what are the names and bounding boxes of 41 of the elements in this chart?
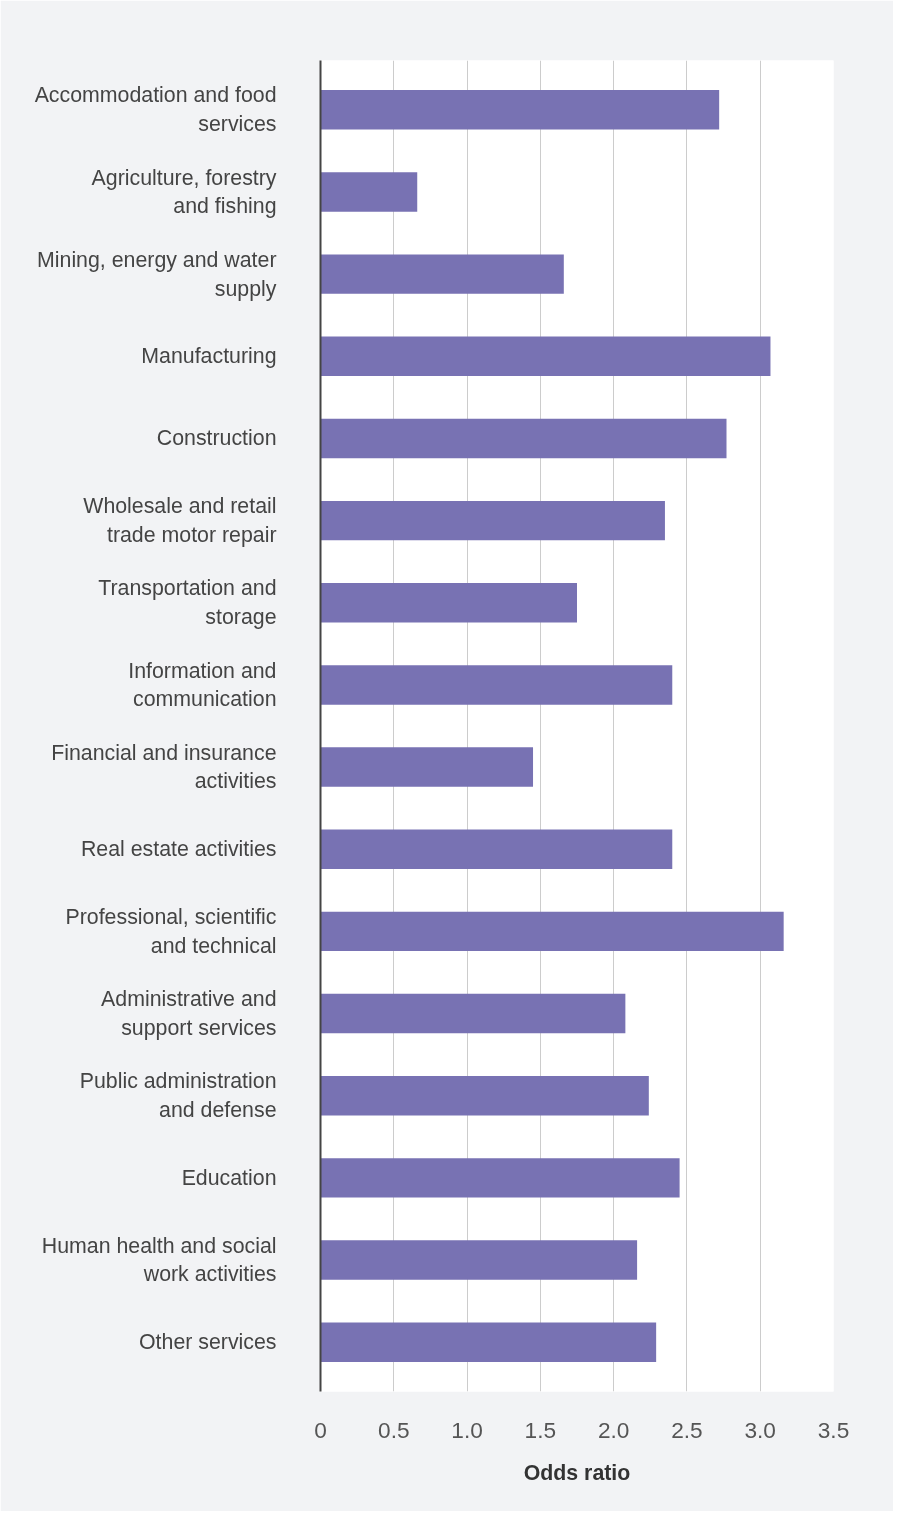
y-tick-label: Agriculture, forestry and fishing (91, 165, 277, 219)
bar (320, 1322, 657, 1362)
x-tick-label: 2.0 (597, 1416, 630, 1443)
y-tick-label: Transportation and storage (98, 576, 277, 630)
bar (320, 829, 673, 869)
y-tick-label: Financial and insurance activities (51, 740, 277, 794)
bar (320, 747, 534, 787)
bar (320, 1240, 638, 1280)
y-tick-label: Professional, scientific and technical (65, 905, 277, 958)
y-tick-label: Mining, energy and water supply (37, 247, 277, 301)
y-tick-label: Accommodation and food services (34, 83, 277, 137)
bar (320, 665, 673, 705)
bar (320, 993, 626, 1034)
y-tick-label: Manufacturing (141, 344, 277, 369)
bar (320, 911, 784, 952)
bar (320, 90, 720, 130)
y-tick-label: Human health and social work activities (41, 1233, 277, 1287)
x-tick-label: 3.0 (744, 1416, 776, 1443)
x-tick-label: 2.5 (671, 1416, 703, 1443)
bar (320, 500, 665, 541)
y-tick-label: Education (181, 1165, 277, 1190)
bar (320, 1076, 649, 1116)
y-tick-label: Wholesale and retail trade motor repair (83, 494, 277, 547)
y-tick-label: Public administration and defense (79, 1069, 277, 1123)
y-tick-label: Other services (139, 1330, 277, 1355)
x-tick-label: 3.5 (817, 1416, 850, 1443)
y-tick-label: Information and communication (128, 658, 277, 712)
bar (320, 1158, 680, 1198)
y-tick-label: Construction (156, 426, 277, 451)
y-tick-label: Real estate activities (80, 837, 277, 862)
x-tick-label: 0.5 (378, 1416, 410, 1443)
y-tick-label: Administrative and support services (101, 987, 277, 1040)
x-tick-label: 1.5 (524, 1416, 557, 1443)
bar (320, 583, 577, 623)
x-tick-label: 0 (314, 1416, 327, 1443)
bar (320, 336, 771, 376)
x-tick-label: 1.0 (451, 1416, 483, 1443)
bar (320, 172, 418, 212)
bar (320, 254, 564, 294)
bar (320, 418, 727, 459)
x-axis-title: Odds ratio (523, 1460, 631, 1485)
